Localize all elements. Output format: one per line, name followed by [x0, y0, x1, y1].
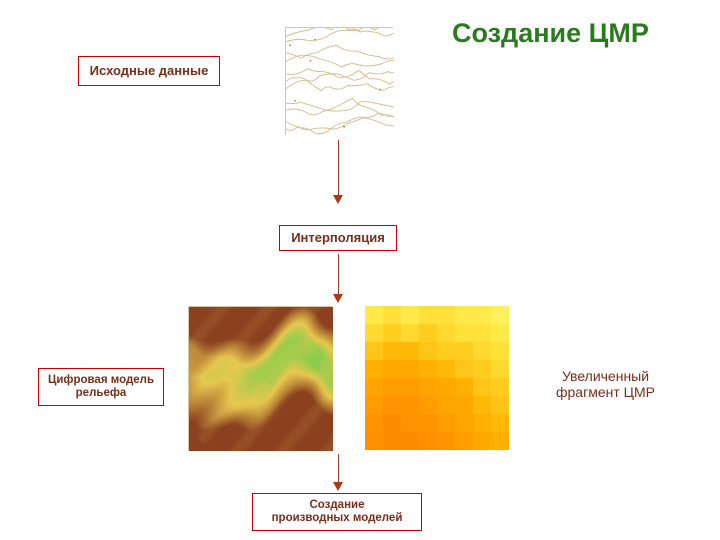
- contour-map-thumb: [285, 27, 393, 135]
- arrow-head-icon: [333, 195, 343, 204]
- arrow-3: [333, 454, 343, 491]
- label-zoomed-fragment: Увеличенныйфрагмент ЦМР: [556, 368, 655, 400]
- box-source-label: Исходные данные: [90, 64, 209, 79]
- arrow-2: [333, 254, 343, 303]
- arrow-head-icon: [333, 294, 343, 303]
- arrow-shaft: [338, 254, 339, 294]
- diagram-stage: Создание ЦМР Исходные данные Интерполяци…: [0, 0, 720, 540]
- page-title: Создание ЦМР: [452, 18, 649, 49]
- box-interpolation: Интерполяция: [279, 225, 397, 251]
- arrow-shaft: [338, 140, 339, 195]
- box-dem-label: Цифровая модельрельефа: [48, 374, 154, 400]
- dem-zoom-pixels-thumb: [365, 306, 509, 450]
- arrow-shaft: [338, 454, 339, 482]
- arrow-head-icon: [333, 482, 343, 491]
- box-derived-models: Созданиепроизводных моделей: [252, 493, 422, 531]
- box-dem: Цифровая модельрельефа: [38, 368, 164, 406]
- box-deriv-label: Созданиепроизводных моделей: [272, 499, 403, 525]
- dem-raster-thumb: [188, 306, 332, 450]
- arrow-1: [333, 140, 343, 204]
- box-interp-label: Интерполяция: [291, 231, 385, 246]
- box-source-data: Исходные данные: [78, 56, 220, 86]
